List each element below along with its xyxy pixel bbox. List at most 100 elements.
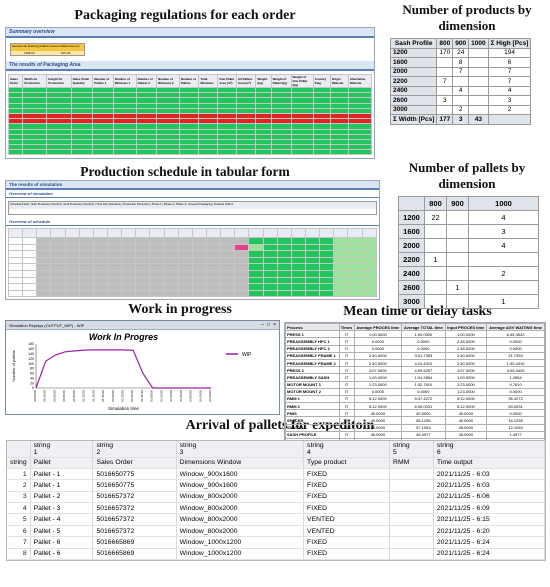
- mean-cell: 1:00.0000: [353, 330, 403, 339]
- pallets-row-header: 2600: [398, 280, 425, 295]
- arrival-cell: 5016650775: [92, 468, 177, 481]
- arrival-cell: Pallet - 2: [30, 491, 94, 504]
- mean-table-wrap: Process Times Average PROCES time Average T…: [284, 322, 546, 455]
- mean-cell: 5:12.0000: [444, 402, 488, 411]
- packaging-col-header: Number of Pallets 1: [92, 74, 114, 88]
- packaging-col-header: Origin Website: [329, 74, 349, 88]
- arrival-type-header: string 6: [433, 441, 546, 458]
- wip-window: Simulation Replays (OUTPUT_WIP) - WIP – …: [5, 320, 280, 415]
- products-cell: 24: [452, 47, 470, 58]
- arrival-cell: Window_1000x1200: [176, 548, 305, 561]
- arrival-table-wrap: string 1 string 2 string 3 string 4 string 5…: [6, 440, 546, 562]
- products-total-cell: 177: [436, 114, 454, 125]
- mean-row: PMIS IT 40.0000 40.0000 40.0000 0.0000: [285, 409, 545, 418]
- packaging-row: [7, 112, 373, 120]
- arrival-cell: 2021/11/25 - 6:24: [433, 548, 546, 561]
- arrival-row[interactable]: 7 Pallet - 6 5016665869 Window_1000x1200 FIX…: [7, 536, 546, 549]
- arrival-row[interactable]: 2 Pallet - 1 5016650775 Window_900x1600 FIXE…: [7, 479, 546, 492]
- y-tick-label: 100: [28, 362, 34, 366]
- packaging-col-header: All Pallets Area (m²): [235, 74, 257, 88]
- arrival-row[interactable]: 6 Pallet - 5 5016657372 Window_800x2000 VENT…: [7, 525, 546, 538]
- mean-row: MOTOR MOUNT 2 IT 0.0000 0.0000 1:23.0000 0.00…: [285, 387, 545, 396]
- x-tick-label: 04:00:00: [189, 390, 193, 402]
- summary-box-values: 1186,03 837,00: [11, 51, 84, 55]
- packaging-panel: Summary overview Success rate (Packing) …: [5, 27, 375, 159]
- arrival-type-header: [7, 441, 31, 458]
- mean-cell: IT: [338, 344, 355, 353]
- mean-row: RMM 2 IT 5:12.0000 6:05.0031 5:12.0000 53.003…: [285, 402, 545, 411]
- arrival-row[interactable]: 5 Pallet - 4 5016657372 Window_800x2000 VENT…: [7, 513, 546, 526]
- arrival-cell: [389, 468, 434, 481]
- packaging-col-header: Width for Production: [22, 74, 48, 88]
- wip-window-title: Simulation Replays (OUTPUT_WIP) - WIP: [9, 322, 85, 328]
- x-tick-label: 00:45:00: [62, 390, 66, 402]
- mean-process-name: MOTOR MOUNT 1: [285, 380, 340, 389]
- wip-series-line: [35, 349, 211, 389]
- maximize-icon[interactable]: □: [267, 322, 271, 328]
- pallets-cell: [446, 266, 469, 281]
- mean-table: Process Times Average PROCES time Average T…: [285, 322, 545, 454]
- arrival-type-header: string 4: [303, 441, 391, 458]
- mean-cell: 40.0000: [401, 409, 446, 418]
- summary-header: Summary overview: [6, 28, 374, 38]
- products-row-header: 2600: [389, 95, 438, 106]
- mean-col-header: Average TOTAL time: [401, 322, 446, 332]
- mean-cell: 6:05.0031: [401, 402, 446, 411]
- y-tick-label: 120: [28, 357, 34, 361]
- mean-cell: IT: [338, 330, 355, 339]
- mean-cell: 5:12.0000: [353, 402, 403, 411]
- summary-value-2: 837,00: [47, 51, 84, 55]
- products-row: 2600 3 3: [389, 95, 532, 106]
- arrival-cell: Window_900x1600: [176, 468, 305, 481]
- packaging-row: [7, 138, 373, 146]
- mean-cell: IT: [338, 387, 355, 396]
- arrival-row[interactable]: 4 Pallet - 3 5016657372 Window_800x2000 FIXE…: [7, 502, 546, 515]
- products-col-header: Σ High [Pcs]: [487, 38, 532, 49]
- products-cell: [436, 66, 454, 77]
- mean-cell: 56.1255: [401, 416, 446, 425]
- pallets-row: 1600 3: [398, 224, 539, 239]
- schedule-header-row: [7, 228, 378, 238]
- packaging-row: [7, 149, 373, 156]
- arrival-cell: FIXED: [303, 491, 391, 504]
- mean-cell: 2:48.0000: [444, 344, 488, 353]
- arrival-cell: FIXED: [303, 479, 391, 492]
- arrival-row[interactable]: 3 Pallet - 2 5016657372 Window_800x2000 FIXE…: [7, 491, 546, 504]
- mean-cell: 16.1255: [486, 416, 545, 425]
- mean-header-row: Process Times Average PROCES time Average T…: [285, 322, 545, 332]
- mean-cell: 4:09.5257: [401, 366, 446, 375]
- legend-label: WIP: [242, 352, 252, 358]
- pallets-row-header: 2000: [398, 238, 425, 253]
- mean-cell: IT: [338, 402, 355, 411]
- packaging-col-header: Sales Order Quantity: [70, 74, 94, 88]
- close-icon[interactable]: ×: [273, 322, 276, 328]
- products-total-cell: 43: [468, 114, 489, 125]
- mean-row: SILICON IT 45.0000 57.1053 45.0000 12.1053: [285, 423, 545, 432]
- mean-row: PREASSEMBLY HFC 1 IT 0.0000 0.0000 2:48.0000…: [285, 337, 545, 346]
- packaging-row: [7, 102, 373, 109]
- mean-cell: 0.0000: [486, 344, 545, 353]
- arrival-col-header: Dimensions Window: [176, 457, 305, 469]
- mean-cell: 1:00.0000: [444, 373, 488, 382]
- pallets-cell: [424, 266, 447, 281]
- mean-cell: 1.2854: [486, 373, 545, 382]
- arrival-row-index: 1: [7, 468, 31, 481]
- arrival-cell: 5016665869: [92, 548, 177, 561]
- mean-row: SASH PROFILE IT 45.0000 46.4977 45.0000 1.497…: [285, 430, 545, 440]
- summary-box-label: Success rate (Packing) (Pallets) Success…: [11, 44, 84, 51]
- y-tick-label: 20: [30, 381, 34, 385]
- mean-cell: 0.0000: [486, 337, 545, 346]
- packaging-row: [7, 97, 373, 104]
- pallets-cell: [468, 280, 539, 295]
- arrival-row[interactable]: 1 Pallet - 1 5016650775 Window_900x1600 FIXE…: [7, 468, 546, 481]
- products-cell: 170: [436, 47, 454, 58]
- products-cell: [452, 95, 470, 106]
- arrival-row[interactable]: 8 Pallet - 6 5016665869 Window_1000x1200 FIX…: [7, 548, 546, 561]
- packaging-col-header: Country Flag: [312, 74, 331, 88]
- mean-process-name: PREASSEMBLY HFC 2: [285, 344, 340, 353]
- minimize-icon[interactable]: –: [261, 322, 265, 328]
- arrival-row-index: 4: [7, 502, 31, 515]
- arrival-col-header: Time output: [433, 457, 546, 469]
- mean-cell: 57.1053: [401, 423, 446, 432]
- schedule-table: [7, 228, 378, 298]
